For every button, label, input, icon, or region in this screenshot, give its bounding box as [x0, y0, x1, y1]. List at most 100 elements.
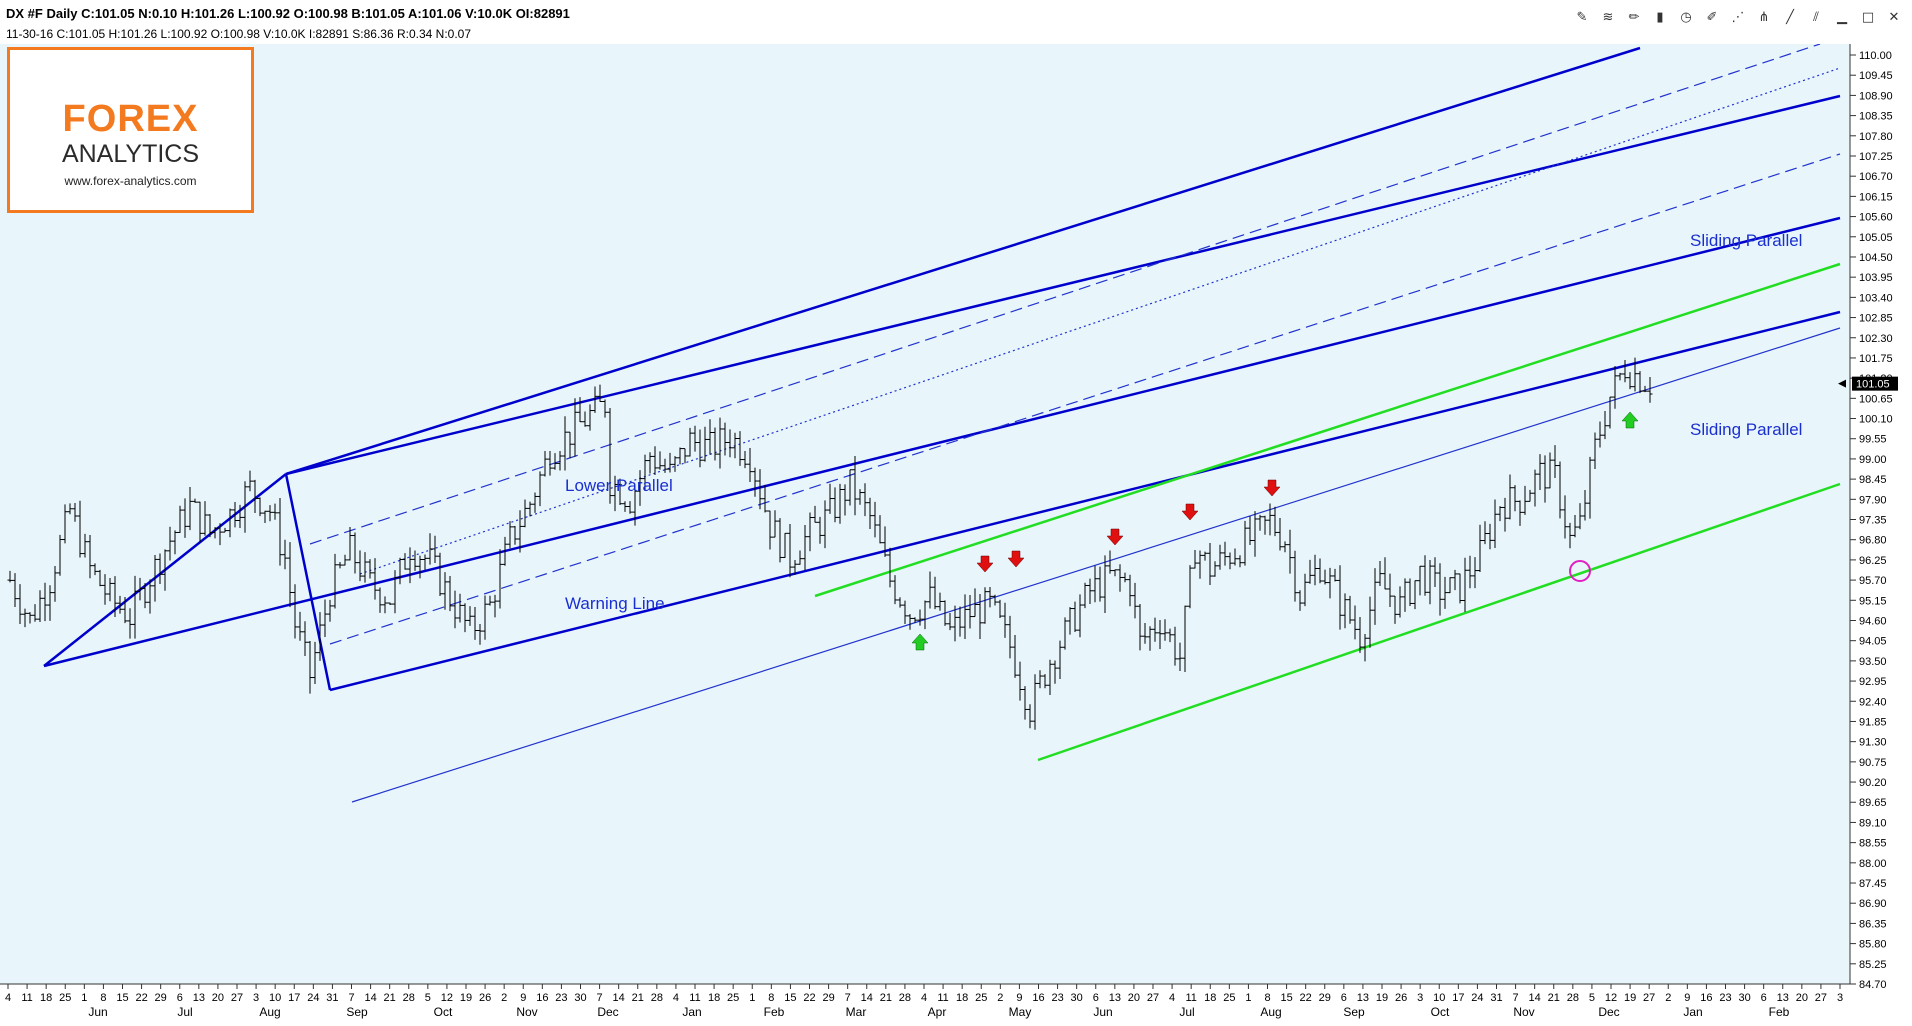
arcs-icon[interactable]: ≋ [1602, 10, 1614, 25]
annotation-label: Sliding Parallel [1690, 420, 1802, 439]
y-tick-label: 106.15 [1859, 191, 1893, 203]
bar-detail-line: 11-30-16 C:101.05 H:101.26 L:100.92 O:10… [6, 27, 472, 41]
candle-icon[interactable]: ▮ [1656, 10, 1664, 25]
y-tick-label: 103.95 [1859, 272, 1893, 284]
last-price-pointer [1838, 379, 1846, 388]
x-day-label: 15 [116, 992, 128, 1004]
pencil-icon[interactable]: ✏ [1628, 10, 1640, 25]
touch-circle [1569, 560, 1591, 582]
y-tick-label: 101.75 [1859, 353, 1893, 365]
x-day-label: 3 [1417, 992, 1423, 1004]
pitchfork-icon[interactable]: ⋔ [1758, 10, 1770, 25]
y-tick-label: 97.35 [1859, 515, 1887, 527]
x-day-label: 7 [845, 992, 851, 1004]
time-axis: 4 11 18 25 1 8 15 22 29 6 13 20 27 3 10 17 24 31 7 14 21 28 5 1… [5, 984, 1843, 1019]
y-tick-label: 93.50 [1859, 656, 1887, 668]
x-day-label: 5 [425, 992, 431, 1004]
x-day-label: 18 [1204, 992, 1216, 1004]
x-day-label: 6 [1093, 992, 1099, 1004]
x-day-label: 12 [1605, 992, 1617, 1004]
y-tick-label: 98.45 [1859, 474, 1887, 486]
y-tick-label: 86.35 [1859, 918, 1887, 930]
price-chart[interactable]: Lower Parallel Warning Line Sliding Parall… [0, 44, 1912, 1026]
close-icon[interactable]: ✕ [1888, 10, 1900, 25]
x-day-label: 19 [1624, 992, 1636, 1004]
x-day-label: 17 [288, 992, 300, 1004]
trendline-icon[interactable]: ╱ [1786, 10, 1794, 25]
warning-line [351, 327, 1841, 803]
x-month-label: Feb [764, 1005, 785, 1019]
x-month-label: Aug [259, 1005, 280, 1019]
clock-icon[interactable]: ◷ [1680, 10, 1692, 25]
x-day-label: 30 [574, 992, 586, 1004]
x-month-label: Jul [1179, 1005, 1194, 1019]
logo-tagline: ANALYTICS [61, 140, 200, 168]
x-day-label: 27 [1643, 992, 1655, 1004]
y-tick-label: 95.70 [1859, 575, 1887, 587]
x-month-label: Sep [1343, 1005, 1365, 1019]
logo-url: www.forex-analytics.com [64, 174, 197, 188]
x-day-label: 4 [921, 992, 927, 1004]
y-tick-label: 102.30 [1859, 333, 1893, 345]
y-tick-label: 89.10 [1859, 817, 1887, 829]
x-month-label: Jun [1093, 1005, 1112, 1019]
x-month-label: Oct [1431, 1005, 1450, 1019]
fork-handle [284, 473, 332, 691]
y-tick-label: 103.40 [1859, 292, 1893, 304]
x-day-label: 9 [520, 992, 526, 1004]
x-day-label: 7 [1513, 992, 1519, 1004]
x-day-label: 2 [1665, 992, 1671, 1004]
y-tick-label: 110.00 [1859, 50, 1892, 62]
annotation-label: Warning Line [565, 594, 665, 613]
fib-icon[interactable]: ⋰ [1731, 10, 1745, 25]
dotted-parallel [359, 67, 1841, 575]
y-tick-label: 100.65 [1859, 393, 1893, 405]
x-day-label: 16 [536, 992, 548, 1004]
x-day-label: 19 [460, 992, 472, 1004]
upper-parallel [285, 94, 1841, 476]
x-day-label: 16 [1700, 992, 1712, 1004]
x-month-label: Feb [1769, 1005, 1790, 1019]
lines-icon[interactable]: ⫽ [1813, 10, 1819, 25]
toolbar: ✎ ≋ ✏ ▮ ◷ ✐ ⋰ ⋔ ╱ ⫽ ▁ □ ✕ [1572, 8, 1904, 28]
x-month-label: Jan [1683, 1005, 1702, 1019]
y-tick-label: 99.00 [1859, 454, 1887, 466]
x-day-label: 22 [135, 992, 147, 1004]
x-day-label: 18 [40, 992, 52, 1004]
y-tick-label: 106.70 [1859, 171, 1893, 183]
x-day-label: 18 [956, 992, 968, 1004]
y-tick-label: 99.55 [1859, 434, 1887, 446]
x-day-label: 23 [555, 992, 567, 1004]
x-month-label: May [1009, 1005, 1032, 1019]
x-day-label: 22 [1300, 992, 1312, 1004]
x-day-label: 30 [1738, 992, 1750, 1004]
x-day-label: 28 [403, 992, 415, 1004]
last-price-label: 101.05 [1856, 379, 1890, 391]
dashed-parallel-2 [329, 153, 1841, 645]
x-day-label: 27 [1815, 992, 1827, 1004]
x-day-label: 1 [81, 992, 87, 1004]
x-day-label: 22 [803, 992, 815, 1004]
x-day-label: 28 [899, 992, 911, 1004]
x-day-label: 10 [269, 992, 281, 1004]
drawing-tools-icon[interactable]: ✎ [1576, 10, 1588, 25]
y-tick-label: 96.80 [1859, 535, 1887, 547]
annotation-label: Sliding Parallel [1690, 231, 1802, 250]
x-day-label: 29 [155, 992, 167, 1004]
y-tick-label: 107.25 [1859, 151, 1893, 163]
y-tick-label: 94.05 [1859, 636, 1887, 648]
forex-analytics-logo: FOREX ANALYTICS www.forex-analytics.com [7, 47, 254, 213]
edit-icon[interactable]: ✐ [1706, 10, 1718, 25]
restore-icon[interactable]: □ [1861, 10, 1875, 25]
x-day-label: 25 [1223, 992, 1235, 1004]
y-tick-label: 88.55 [1859, 838, 1887, 850]
last-price-box [1852, 376, 1898, 391]
x-day-label: 11 [21, 992, 32, 1004]
y-tick-label: 89.65 [1859, 797, 1887, 809]
minimize-icon[interactable]: ▁ [1837, 10, 1847, 25]
y-tick-label: 105.60 [1859, 212, 1893, 224]
x-day-label: 13 [193, 992, 205, 1004]
y-tick-label: 109.45 [1859, 70, 1893, 82]
x-day-label: 8 [768, 992, 774, 1004]
y-tick-label: 86.90 [1859, 898, 1887, 910]
